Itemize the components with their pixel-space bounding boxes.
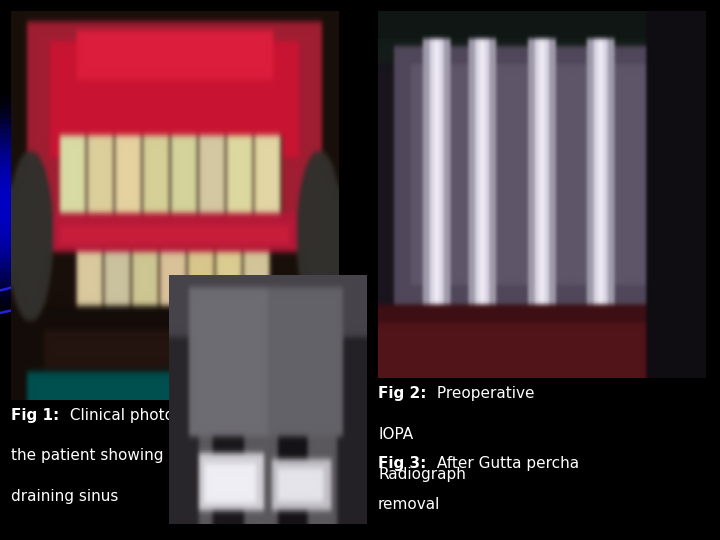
- Text: Preoperative: Preoperative: [432, 386, 534, 401]
- Circle shape: [0, 124, 122, 286]
- Circle shape: [0, 133, 110, 276]
- Circle shape: [0, 119, 129, 291]
- Circle shape: [0, 110, 141, 300]
- Circle shape: [0, 181, 47, 230]
- Circle shape: [1, 195, 28, 215]
- Circle shape: [0, 190, 35, 220]
- Circle shape: [7, 200, 22, 211]
- Circle shape: [0, 162, 72, 248]
- Circle shape: [0, 115, 135, 295]
- Circle shape: [0, 138, 104, 272]
- Circle shape: [0, 172, 60, 239]
- Text: Fig 2:: Fig 2:: [378, 386, 426, 401]
- Circle shape: [0, 143, 97, 267]
- Text: After Gutta percha: After Gutta percha: [432, 456, 579, 471]
- Circle shape: [0, 152, 85, 258]
- Text: Clinical photo of: Clinical photo of: [65, 408, 194, 423]
- Text: Radiograph: Radiograph: [378, 467, 466, 482]
- Text: Fig 3:: Fig 3:: [378, 456, 426, 471]
- Circle shape: [0, 186, 40, 225]
- Text: the patient showing: the patient showing: [11, 448, 163, 463]
- Circle shape: [0, 176, 53, 234]
- Text: IOPA: IOPA: [378, 427, 413, 442]
- Text: draining sinus: draining sinus: [11, 489, 118, 504]
- Circle shape: [0, 129, 116, 281]
- Text: removal: removal: [378, 497, 441, 512]
- Circle shape: [0, 157, 78, 253]
- Circle shape: [0, 167, 66, 244]
- Circle shape: [0, 148, 91, 262]
- Text: Fig 1:: Fig 1:: [11, 408, 59, 423]
